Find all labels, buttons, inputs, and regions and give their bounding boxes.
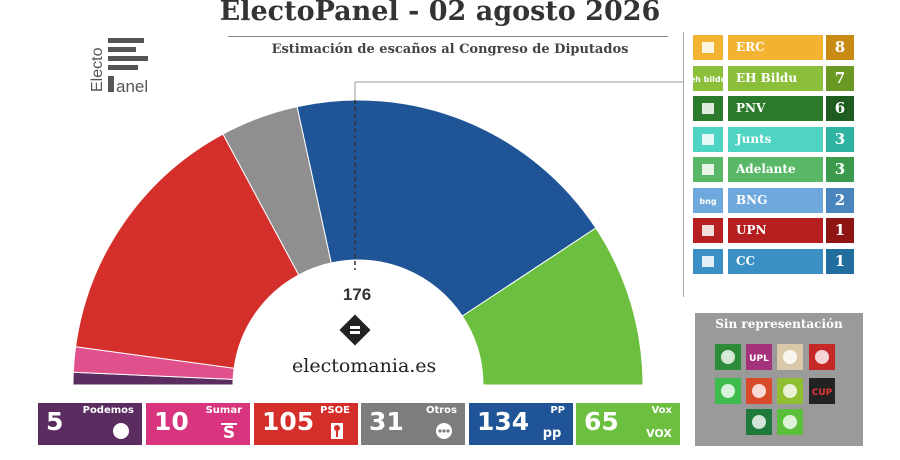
svg-text:VOX: VOX [646,427,672,440]
legend-party-name: UPN [728,218,823,243]
party-box-psoe: 105 PSOE [254,403,358,445]
psoe-rose-icon [324,422,350,440]
party-name: Otros [425,405,457,416]
party-name: Podemos [82,405,134,416]
legend-seat-count: 3 [826,157,854,182]
ellipsis-icon [431,422,457,440]
electopanel-logo: Electo anel [88,36,168,96]
party-seat-count: 65 [584,407,619,436]
legend-seat-count: 2 [826,187,854,213]
legend-seat-count: 1 [826,218,854,243]
legend-divider [683,32,684,297]
pp-icon: pp [539,422,565,441]
upn-logo-icon [693,218,723,243]
legend-seat-count: 8 [826,35,854,60]
party-icon-3 [777,344,803,370]
legend-party-name: PNV [728,96,823,121]
legend-party-name: CC [728,248,823,274]
svg-text:UPL: UPL [749,354,769,364]
party-seat-count: 31 [369,407,404,436]
party-name: Sumar [205,405,242,416]
sin-representacion-panel: Sin representación UPL CUP [695,313,863,446]
party-seat-count: 134 [477,407,530,436]
party-icon-9 [746,409,772,435]
cc-logo-icon [693,248,723,274]
party-icon-6 [746,378,772,404]
eh-bildu-logo-icon: eh bildu [690,65,727,91]
svg-text:eh bildu: eh bildu [693,75,723,84]
svg-text:CUP: CUP [812,388,833,398]
party-name: PSOE [320,405,350,416]
party-seat-count: 10 [154,407,189,436]
party-icon-1 [715,344,741,370]
party-icon-5 [715,378,741,404]
circle-icon [108,422,134,440]
legend-seat-count: 3 [826,126,854,152]
party-icon-7 [777,378,803,404]
upl-icon: UPL [746,344,772,370]
party-box-otros: 31 Otros [361,403,465,445]
legend-party-name: Junts [728,126,823,152]
party-seat-count: 5 [46,407,64,436]
erc-logo-icon [693,35,723,60]
svg-text:anel: anel [116,77,148,96]
party-name: Vox [651,405,672,416]
party-icon-4 [809,344,835,370]
party-seat-count: 105 [262,407,315,436]
legend-party-name: Adelante [728,157,823,182]
majority-label: 176 [343,285,371,304]
legend-seat-count: 7 [826,65,854,91]
party-box-pp: 134 PP pp [469,403,573,445]
sin-representacion-title: Sin representación [715,317,843,331]
party-box-sumar: 10 Sumar S [146,403,250,445]
page-subtitle: Estimación de escaños al Congreso de Dip… [271,42,629,57]
party-name: PP [550,405,565,416]
majority-connector [354,81,683,100]
svg-text:S: S [223,423,235,440]
cup-icon: CUP [809,378,835,404]
hemicycle-segment-psoe [75,133,300,369]
pnv-logo-icon [693,96,723,121]
legend-party-name: ERC [728,35,823,60]
party-box-podemos: 5 Podemos [38,403,142,445]
legend-seat-count: 1 [826,248,854,274]
hemicycle-segment-pp [296,99,597,317]
svg-text:pp: pp [543,426,562,440]
svg-text:Electo: Electo [89,47,106,92]
title-divider [228,36,668,37]
page-title: ElectoPanel - 02 agosto 2026 [219,0,661,27]
bng-logo-icon: bng [693,187,723,213]
legend-seat-count: 6 [826,96,854,121]
vox-icon: VOX [646,422,672,440]
adelante-logo-icon [693,157,723,182]
junts-logo-icon [693,126,723,152]
legend-party-name: EH Bildu [728,65,823,91]
svg-text:bng: bng [699,197,716,206]
hemicycle-segment-vox [461,227,644,386]
brand-site: electomania.es [292,355,437,377]
party-box-vox: 65 Vox VOX [576,403,680,445]
electomania-mark-icon [339,314,371,346]
sumar-icon: S [216,422,242,443]
legend-party-name: BNG [728,187,823,213]
party-icon-10 [777,409,803,435]
